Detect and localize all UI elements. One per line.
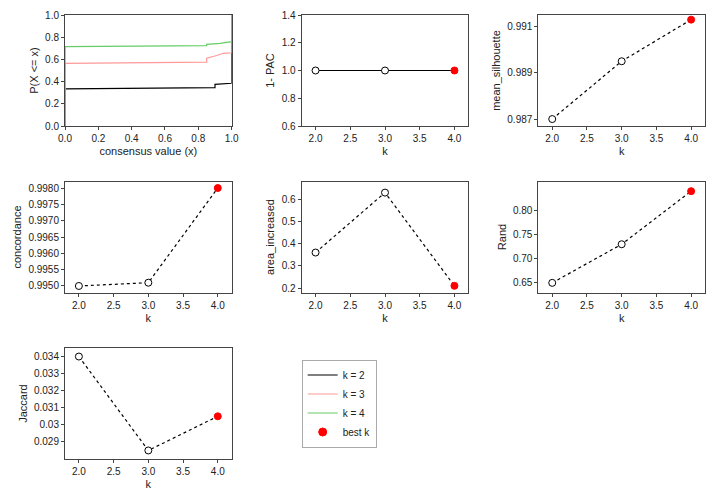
svg-text:0.989: 0.989 xyxy=(507,67,532,78)
svg-text:0.6: 0.6 xyxy=(158,133,172,144)
svg-text:k: k xyxy=(146,478,152,490)
svg-text:P(X <= x): P(X <= x) xyxy=(28,47,40,93)
svg-text:3.0: 3.0 xyxy=(378,133,392,144)
svg-text:0.6: 0.6 xyxy=(282,194,296,205)
svg-text:4.0: 4.0 xyxy=(684,300,698,311)
svg-text:0.9950: 0.9950 xyxy=(28,280,59,291)
svg-text:2.5: 2.5 xyxy=(580,300,594,311)
svg-text:4.0: 4.0 xyxy=(684,133,698,144)
svg-text:Jaccard: Jaccard xyxy=(17,384,29,423)
svg-text:0.029: 0.029 xyxy=(34,436,59,447)
svg-text:k: k xyxy=(619,312,625,324)
svg-text:k: k xyxy=(619,145,625,157)
svg-text:0.6: 0.6 xyxy=(282,121,296,132)
svg-text:0.03: 0.03 xyxy=(40,419,60,430)
svg-text:1.0: 1.0 xyxy=(225,133,239,144)
svg-text:1.0: 1.0 xyxy=(282,65,296,76)
svg-text:2.5: 2.5 xyxy=(343,300,357,311)
svg-text:1.0: 1.0 xyxy=(45,10,59,21)
svg-text:0.9965: 0.9965 xyxy=(28,232,59,243)
svg-text:k: k xyxy=(146,312,152,324)
svg-text:0.0: 0.0 xyxy=(58,133,72,144)
svg-text:2.0: 2.0 xyxy=(545,300,559,311)
svg-text:3.0: 3.0 xyxy=(141,466,155,477)
svg-text:0.034: 0.034 xyxy=(34,351,59,362)
svg-text:consensus value (x): consensus value (x) xyxy=(99,145,197,157)
svg-text:0.2: 0.2 xyxy=(282,283,296,294)
svg-text:0.8: 0.8 xyxy=(45,32,59,43)
svg-text:concordance: concordance xyxy=(11,206,23,269)
svg-text:1.4: 1.4 xyxy=(282,10,296,21)
svg-text:k = 3: k = 3 xyxy=(343,389,365,400)
svg-text:0.65: 0.65 xyxy=(513,277,533,288)
svg-text:2.0: 2.0 xyxy=(72,466,86,477)
svg-text:0.5: 0.5 xyxy=(282,216,296,227)
svg-text:1.2: 1.2 xyxy=(282,37,296,48)
svg-text:2.0: 2.0 xyxy=(545,133,559,144)
svg-text:3.5: 3.5 xyxy=(649,133,663,144)
svg-text:4.0: 4.0 xyxy=(211,300,225,311)
svg-text:2.5: 2.5 xyxy=(107,466,121,477)
svg-text:4.0: 4.0 xyxy=(447,133,461,144)
svg-text:0.80: 0.80 xyxy=(513,205,533,216)
svg-text:k = 2: k = 2 xyxy=(343,370,365,381)
svg-text:k = 4: k = 4 xyxy=(343,408,365,419)
svg-text:0.031: 0.031 xyxy=(34,402,59,413)
svg-text:2.0: 2.0 xyxy=(72,300,86,311)
svg-text:3.0: 3.0 xyxy=(615,133,629,144)
svg-text:2.5: 2.5 xyxy=(343,133,357,144)
svg-text:2.0: 2.0 xyxy=(309,133,323,144)
svg-text:3.5: 3.5 xyxy=(413,300,427,311)
svg-text:0.70: 0.70 xyxy=(513,253,533,264)
svg-text:0.9970: 0.9970 xyxy=(28,215,59,226)
svg-text:0.6: 0.6 xyxy=(45,54,59,65)
svg-text:0.4: 0.4 xyxy=(45,76,59,87)
svg-text:0.8: 0.8 xyxy=(191,133,205,144)
svg-text:1- PAC: 1- PAC xyxy=(264,53,276,88)
svg-text:3.5: 3.5 xyxy=(649,300,663,311)
svg-text:4.0: 4.0 xyxy=(447,300,461,311)
svg-text:0.8: 0.8 xyxy=(282,93,296,104)
svg-text:Rand: Rand xyxy=(496,224,508,250)
svg-text:0.9960: 0.9960 xyxy=(28,248,59,259)
svg-text:0.9955: 0.9955 xyxy=(28,264,59,275)
svg-text:0.4: 0.4 xyxy=(125,133,139,144)
svg-text:0.991: 0.991 xyxy=(507,21,532,32)
svg-text:0.75: 0.75 xyxy=(513,229,533,240)
svg-text:0.987: 0.987 xyxy=(507,114,532,125)
svg-text:2.5: 2.5 xyxy=(580,133,594,144)
svg-text:3.0: 3.0 xyxy=(141,300,155,311)
svg-text:area_increased: area_increased xyxy=(264,199,276,275)
svg-text:3.5: 3.5 xyxy=(413,133,427,144)
svg-text:k: k xyxy=(382,312,388,324)
svg-text:best k: best k xyxy=(343,427,371,438)
svg-text:0.9975: 0.9975 xyxy=(28,199,59,210)
svg-text:0.2: 0.2 xyxy=(45,98,59,109)
svg-text:mean_silhouette: mean_silhouette xyxy=(490,30,502,111)
svg-text:2.5: 2.5 xyxy=(107,300,121,311)
svg-text:4.0: 4.0 xyxy=(211,466,225,477)
svg-text:0.033: 0.033 xyxy=(34,368,59,379)
svg-text:0.4: 0.4 xyxy=(282,238,296,249)
svg-text:k: k xyxy=(382,145,388,157)
svg-text:3.5: 3.5 xyxy=(176,466,190,477)
svg-text:0.3: 0.3 xyxy=(282,260,296,271)
svg-text:0.9980: 0.9980 xyxy=(28,183,59,194)
svg-text:0.032: 0.032 xyxy=(34,385,59,396)
svg-text:3.5: 3.5 xyxy=(176,300,190,311)
svg-text:0.2: 0.2 xyxy=(91,133,105,144)
svg-text:0.0: 0.0 xyxy=(45,121,59,132)
svg-text:3.0: 3.0 xyxy=(378,300,392,311)
svg-text:3.0: 3.0 xyxy=(615,300,629,311)
svg-text:2.0: 2.0 xyxy=(309,300,323,311)
